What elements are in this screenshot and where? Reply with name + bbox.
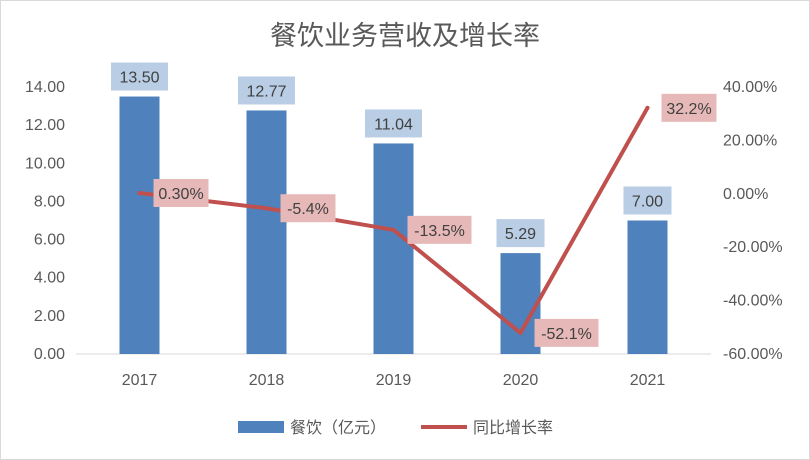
bar-label-box <box>496 219 545 248</box>
left-tick-label: 2.00 <box>34 308 65 325</box>
right-tick-label: -60.00% <box>723 346 783 363</box>
bar-value-label: 12.77 <box>246 83 286 100</box>
left-tick-label: 14.00 <box>25 79 65 96</box>
left-axis-ticks: 0.00 2.00 4.00 6.00 8.00 10.00 12.00 14.00 <box>25 79 65 363</box>
line-value-label: 0.30% <box>158 186 203 203</box>
bar-series <box>119 96 668 355</box>
line-data-labels: 0.30% -5.4% -13.5% -52.1% 32.2% <box>153 93 717 347</box>
line-label-box <box>534 318 599 347</box>
legend-bar-label: 餐饮（亿元） <box>290 418 386 437</box>
left-tick-label: 10.00 <box>25 155 65 172</box>
bar-value-label: 11.04 <box>374 116 413 133</box>
right-tick-label: 20.00% <box>723 132 777 149</box>
category-label: 2020 <box>503 372 539 389</box>
bar-data-labels: 13.50 12.77 11.04 5.29 7.00 <box>111 62 672 248</box>
bar-label-box <box>238 76 295 105</box>
line-value-label: -52.1% <box>541 326 592 343</box>
line-value-label: -13.5% <box>414 223 465 240</box>
right-tick-label: -40.00% <box>723 293 783 310</box>
line-label-box <box>407 215 472 244</box>
line-series <box>137 105 650 335</box>
left-tick-label: 0.00 <box>34 346 65 363</box>
line-point <box>391 227 396 232</box>
line-point <box>264 206 269 211</box>
bar-label-box <box>623 186 672 215</box>
category-label: 2017 <box>122 372 158 389</box>
bar-value-label: 7.00 <box>632 194 663 211</box>
legend-line-label: 同比增长率 <box>473 418 553 437</box>
category-label: 2021 <box>630 372 666 389</box>
legend: 餐饮（亿元） 同比增长率 <box>238 418 553 437</box>
right-tick-label: 40.00% <box>723 79 777 96</box>
line-label-box <box>280 194 336 223</box>
line-label-box <box>153 178 209 207</box>
bar-label-box <box>365 109 422 138</box>
line-point <box>645 105 650 110</box>
bar-value-label: 5.29 <box>505 226 536 243</box>
line-label-box <box>661 93 717 122</box>
bar <box>500 253 541 354</box>
chart-title: 餐饮业务营收及增长率 <box>270 21 540 52</box>
right-tick-label: -20.00% <box>723 239 783 256</box>
bar-value-label: 13.50 <box>119 70 159 87</box>
right-tick-label: 0.00% <box>723 186 768 203</box>
line-point <box>137 190 142 195</box>
bar <box>119 96 160 355</box>
line-value-label: 32.2% <box>666 101 711 118</box>
left-tick-label: 4.00 <box>34 270 65 287</box>
bar <box>246 110 287 354</box>
bar-label-box <box>111 62 168 91</box>
bar <box>627 220 668 354</box>
category-label: 2019 <box>376 372 412 389</box>
left-tick-label: 8.00 <box>34 193 65 210</box>
right-axis-ticks: -60.00% -40.00% -20.00% 0.00% 20.00% 40.00% <box>723 79 783 363</box>
bar <box>373 143 414 354</box>
legend-bar-swatch <box>238 421 284 433</box>
line-point <box>518 330 523 335</box>
line-value-label: -5.4% <box>287 201 329 218</box>
left-tick-label: 6.00 <box>34 232 65 249</box>
category-axis-labels: 2017 2018 2019 2020 2021 <box>122 372 666 389</box>
category-label: 2018 <box>249 372 285 389</box>
left-tick-label: 12.00 <box>25 117 65 134</box>
